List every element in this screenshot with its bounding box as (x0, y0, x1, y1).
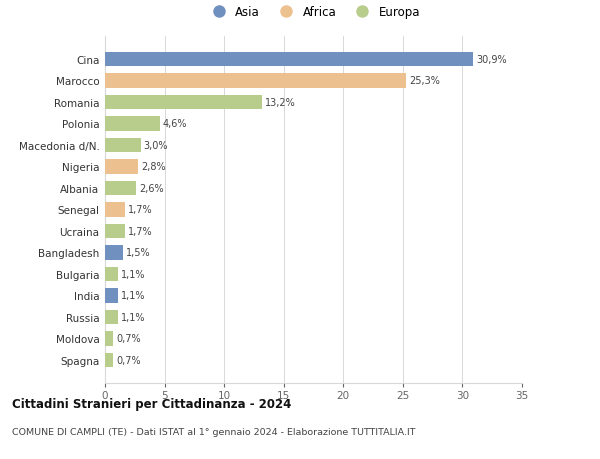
Text: 13,2%: 13,2% (265, 98, 296, 108)
Bar (105, 224, 125, 239)
Bar (105, 95, 262, 110)
Text: 1,7%: 1,7% (128, 226, 153, 236)
Text: 2,8%: 2,8% (142, 162, 166, 172)
Text: 1,1%: 1,1% (121, 312, 146, 322)
Bar (105, 267, 118, 282)
Bar (105, 138, 141, 153)
Bar (105, 203, 125, 217)
Text: 3,0%: 3,0% (144, 140, 168, 151)
Text: 30,9%: 30,9% (476, 55, 507, 65)
Bar (105, 289, 118, 303)
Bar (105, 117, 160, 131)
Text: 0,7%: 0,7% (116, 355, 141, 365)
Text: COMUNE DI CAMPLI (TE) - Dati ISTAT al 1° gennaio 2024 - Elaborazione TUTTITALIA.: COMUNE DI CAMPLI (TE) - Dati ISTAT al 1°… (12, 427, 415, 436)
Text: 1,5%: 1,5% (126, 248, 151, 258)
Text: 1,1%: 1,1% (121, 291, 146, 301)
Bar (105, 246, 123, 260)
Text: Cittadini Stranieri per Cittadinanza - 2024: Cittadini Stranieri per Cittadinanza - 2… (12, 397, 292, 410)
Text: 25,3%: 25,3% (409, 76, 440, 86)
Bar (105, 353, 113, 368)
Bar (105, 310, 118, 325)
Text: 0,7%: 0,7% (116, 334, 141, 344)
Text: 1,1%: 1,1% (121, 269, 146, 280)
Legend: Asia, Africa, Europa: Asia, Africa, Europa (202, 1, 425, 23)
Bar (105, 74, 406, 89)
Text: 2,6%: 2,6% (139, 184, 164, 194)
Bar (105, 160, 139, 174)
Bar (105, 52, 473, 67)
Bar (105, 181, 136, 196)
Bar (105, 331, 113, 346)
Text: 4,6%: 4,6% (163, 119, 187, 129)
Text: 1,7%: 1,7% (128, 205, 153, 215)
